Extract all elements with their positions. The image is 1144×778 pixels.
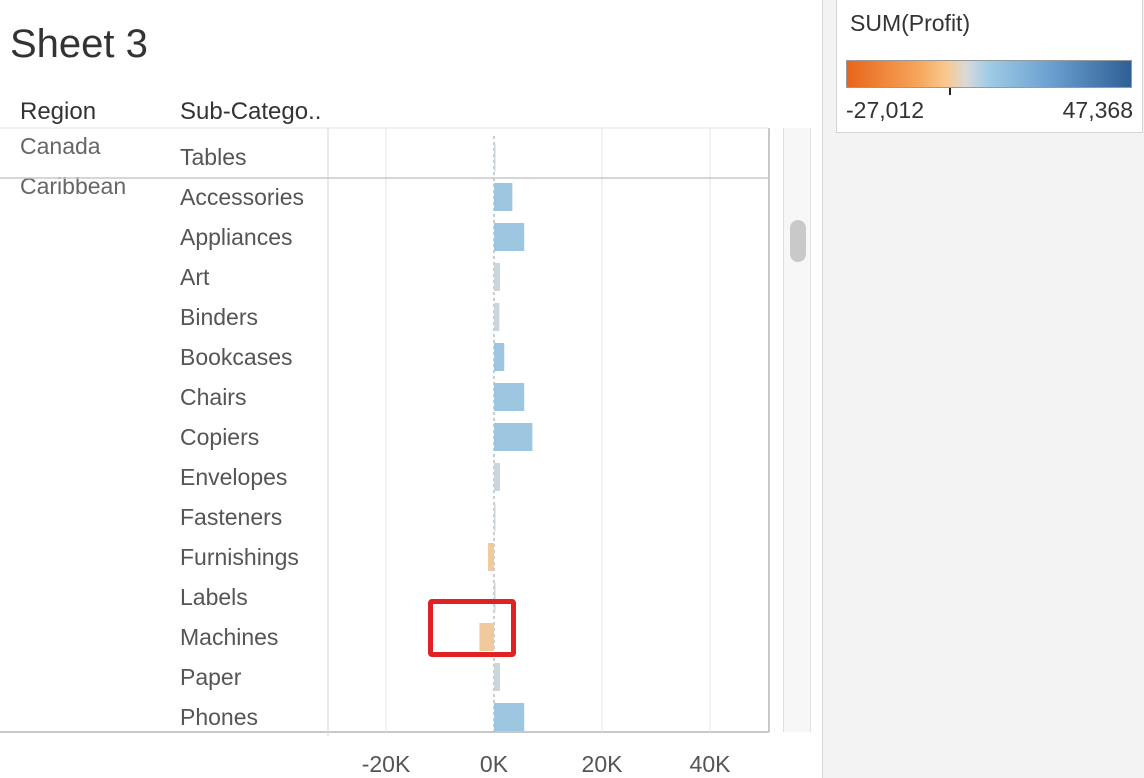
- sheet-title: Sheet 3: [10, 22, 148, 66]
- bar: [494, 423, 533, 451]
- subcategory-label: Binders: [180, 304, 258, 330]
- subcategory-label: Phones: [180, 704, 258, 730]
- region-label: Canada: [20, 133, 101, 159]
- subcategory-label: Paper: [180, 664, 242, 690]
- view-area[interactable]: Sheet 3 Region Sub-Catego.. -20K 0K 20K 40K…: [0, 0, 830, 778]
- vertical-scrollbar[interactable]: [783, 128, 811, 732]
- subcategory-label: Fasteners: [180, 504, 282, 530]
- bar: [488, 543, 494, 571]
- bar: [494, 343, 505, 371]
- bar: [494, 303, 500, 331]
- region-column-header[interactable]: Region: [20, 98, 97, 125]
- subcategory-label: Furnishings: [180, 544, 299, 570]
- legend-zero-marker: [949, 88, 951, 95]
- x-tick-label: 0K: [480, 751, 509, 777]
- subcategory-label: Appliances: [180, 224, 293, 250]
- region-label: Caribbean: [20, 173, 126, 199]
- color-legend[interactable]: SUM(Profit) -27,012 47,368: [836, 0, 1143, 133]
- legend-title: SUM(Profit): [850, 10, 971, 36]
- subcategory-label: Bookcases: [180, 344, 293, 370]
- bar: [494, 703, 525, 731]
- highlight-box-machines: [428, 599, 516, 657]
- legend-max-label: 47,368: [1062, 97, 1133, 123]
- bar: [494, 383, 525, 411]
- x-tick-label: -20K: [362, 751, 411, 777]
- bar: [494, 183, 513, 211]
- scrollbar-thumb[interactable]: [790, 220, 806, 262]
- bar: [494, 223, 525, 251]
- subcategory-column-header[interactable]: Sub-Catego..: [180, 98, 322, 125]
- legend-min-label: -27,012: [846, 97, 925, 123]
- x-tick-label: 20K: [582, 751, 624, 777]
- bar: [494, 463, 500, 491]
- x-tick-label: 40K: [690, 751, 732, 777]
- bar-chart: -20K 0K 20K 40K Canada Tables Caribbean Accesso…: [0, 127, 770, 777]
- subcategory-label: Accessories: [180, 184, 304, 210]
- subcategory-label: Tables: [180, 144, 246, 170]
- legend-gradient: [846, 60, 1132, 88]
- subcategory-label: Art: [180, 264, 210, 290]
- subcategory-label: Labels: [180, 584, 248, 610]
- bar: [494, 143, 496, 171]
- subcategory-label: Envelopes: [180, 464, 287, 490]
- subcategory-label: Copiers: [180, 424, 259, 450]
- bar: [494, 583, 496, 611]
- subcategory-label: Chairs: [180, 384, 246, 410]
- subcategory-label: Machines: [180, 624, 278, 650]
- bar: [494, 663, 500, 691]
- bar: [494, 503, 496, 531]
- bar: [479, 623, 494, 651]
- bar: [494, 263, 500, 291]
